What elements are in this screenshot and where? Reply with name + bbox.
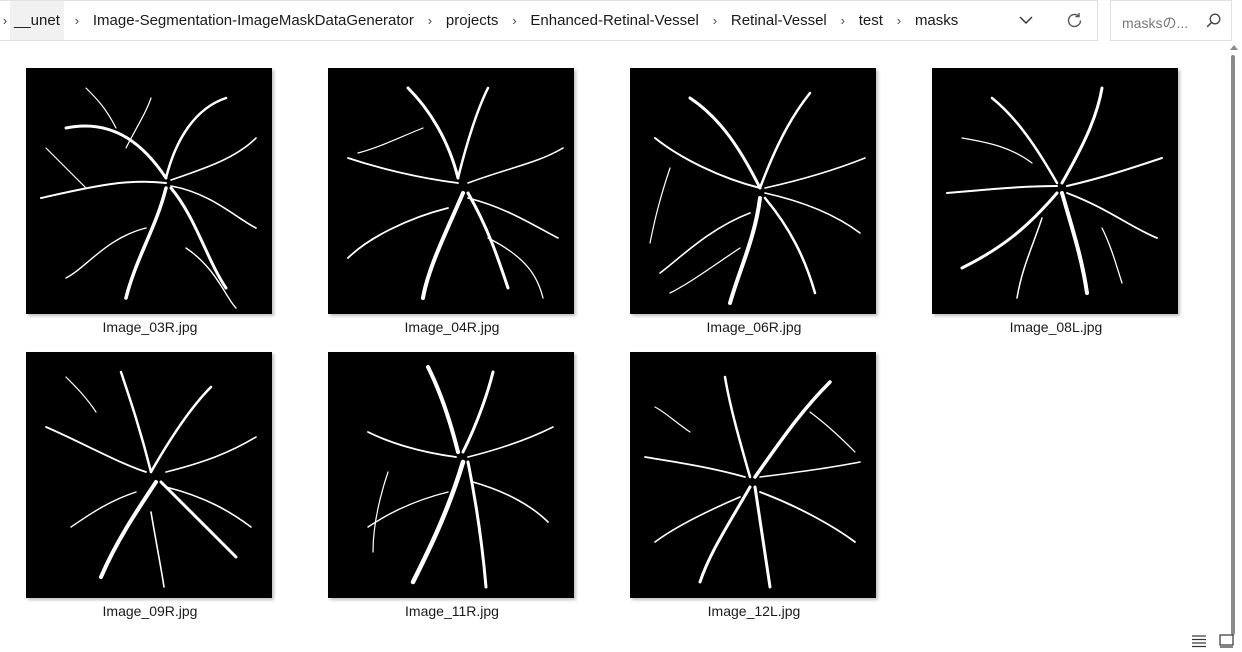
file-name[interactable]: Image_11R.jpg — [405, 603, 499, 619]
file-name[interactable]: Image_12L.jpg — [707, 603, 801, 619]
vessel-mask-thumbnail — [630, 352, 876, 598]
breadcrumb-item[interactable]: Image-Segmentation-ImageMaskDataGenerato… — [92, 12, 414, 29]
vessel-mask-thumbnail — [630, 68, 876, 314]
file-name[interactable]: Image_09R.jpg — [102, 603, 198, 619]
chevron-right-icon[interactable]: › — [896, 13, 902, 28]
search-placeholder: masksの... — [1122, 15, 1189, 31]
scroll-up-arrow-icon[interactable] — [1230, 45, 1238, 50]
large-icons-view-button[interactable] — [1215, 632, 1237, 650]
refresh-button[interactable] — [1054, 1, 1094, 40]
file-name[interactable]: Image_08L.jpg — [1009, 319, 1103, 335]
details-view-icon — [1192, 635, 1206, 648]
file-item[interactable]: Image_04R.jpg — [327, 68, 575, 335]
file-name[interactable]: Image_06R.jpg — [706, 319, 802, 335]
file-item[interactable]: Image_06R.jpg — [629, 68, 877, 335]
file-view[interactable]: Image_03R.jpg Image_04R.jpg — [0, 41, 1226, 631]
file-name[interactable]: Image_03R.jpg — [102, 319, 198, 335]
refresh-icon — [1067, 13, 1081, 28]
chevron-right-icon[interactable]: › — [2, 13, 8, 28]
search-icon[interactable] — [1206, 13, 1221, 28]
file-item[interactable]: Image_03R.jpg — [25, 68, 273, 335]
file-item[interactable]: Image_11R.jpg — [327, 352, 575, 619]
breadcrumb-item[interactable]: projects — [445, 12, 499, 29]
chevron-right-icon[interactable]: › — [712, 13, 718, 28]
chevron-down-icon — [1019, 16, 1033, 24]
details-view-button[interactable] — [1188, 632, 1210, 650]
vessel-mask-thumbnail — [26, 352, 272, 598]
address-history-button[interactable] — [1006, 1, 1046, 40]
scrollbar-thumb[interactable] — [1231, 55, 1235, 635]
chevron-right-icon[interactable]: › — [74, 13, 80, 28]
search-box[interactable]: masksの... — [1110, 0, 1232, 41]
breadcrumb-item[interactable]: Enhanced-Retinal-Vessel — [530, 12, 699, 29]
breadcrumb-item[interactable]: test — [858, 12, 883, 29]
status-bar — [0, 631, 1242, 652]
chevron-right-icon[interactable]: › — [427, 13, 433, 28]
file-item[interactable]: Image_12L.jpg — [629, 352, 877, 619]
large-icons-view-icon — [1218, 634, 1234, 648]
breadcrumb-item-current[interactable]: masks — [914, 12, 959, 29]
chevron-right-icon[interactable]: › — [512, 13, 517, 28]
file-name[interactable]: Image_04R.jpg — [404, 319, 500, 335]
vessel-mask-thumbnail — [932, 68, 1178, 314]
file-item[interactable]: Image_09R.jpg — [25, 352, 273, 619]
file-item[interactable]: Image_08L.jpg — [931, 68, 1179, 335]
address-bar[interactable]: › __unet › Image-Segmentation-ImageMaskD… — [0, 0, 1098, 41]
breadcrumb-item[interactable]: __unet — [10, 1, 64, 40]
vessel-mask-thumbnail — [328, 352, 574, 598]
chevron-right-icon[interactable]: › — [840, 13, 845, 28]
breadcrumb: › __unet › Image-Segmentation-ImageMaskD… — [0, 1, 961, 40]
vessel-mask-thumbnail — [328, 68, 574, 314]
vessel-mask-thumbnail — [26, 68, 272, 314]
vertical-scrollbar[interactable] — [1226, 41, 1242, 635]
breadcrumb-item[interactable]: Retinal-Vessel — [730, 12, 827, 29]
